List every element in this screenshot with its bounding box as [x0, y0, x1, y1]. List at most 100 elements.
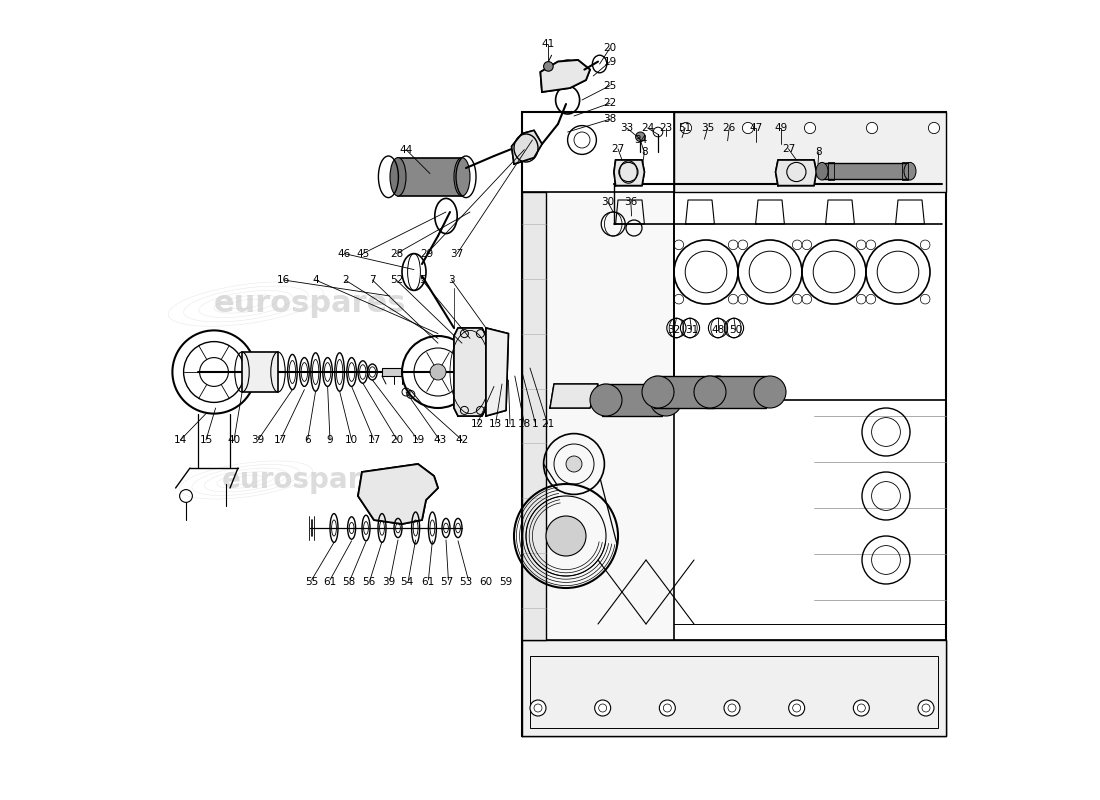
Text: 58: 58: [342, 578, 355, 587]
Bar: [674, 112, 946, 192]
Text: 55: 55: [305, 578, 318, 587]
Bar: [654, 376, 714, 408]
Text: 37: 37: [451, 249, 464, 258]
Circle shape: [694, 376, 726, 408]
Text: 17: 17: [367, 435, 381, 445]
Text: 16: 16: [277, 275, 290, 285]
Text: 10: 10: [345, 435, 359, 445]
Text: eurospares: eurospares: [222, 466, 398, 494]
Text: 49: 49: [774, 123, 788, 133]
Text: 56: 56: [362, 578, 375, 587]
Text: 3: 3: [449, 275, 455, 285]
Circle shape: [566, 456, 582, 472]
Text: 6: 6: [305, 435, 311, 445]
Circle shape: [546, 516, 586, 556]
Text: 60: 60: [480, 578, 493, 587]
Circle shape: [804, 122, 815, 134]
Text: 9: 9: [327, 435, 333, 445]
Text: 29: 29: [420, 249, 433, 258]
Circle shape: [530, 700, 546, 716]
Bar: [706, 376, 766, 408]
Circle shape: [636, 132, 646, 142]
Polygon shape: [522, 640, 946, 736]
Circle shape: [642, 376, 674, 408]
Text: 39: 39: [382, 578, 395, 587]
Text: 52: 52: [389, 275, 403, 285]
Text: 28: 28: [389, 249, 403, 258]
Polygon shape: [454, 328, 486, 416]
Circle shape: [724, 700, 740, 716]
Text: 47: 47: [749, 123, 762, 133]
Text: 4: 4: [312, 275, 319, 285]
Text: 59: 59: [499, 578, 513, 587]
Bar: [674, 112, 946, 400]
Circle shape: [598, 704, 607, 712]
Text: 40: 40: [228, 435, 241, 445]
Bar: [522, 192, 674, 640]
Text: 26: 26: [723, 123, 736, 133]
Text: 41: 41: [542, 39, 556, 49]
Bar: [522, 112, 946, 736]
Text: 19: 19: [604, 57, 617, 66]
Ellipse shape: [454, 158, 470, 196]
Text: 61: 61: [421, 578, 434, 587]
Text: 57: 57: [440, 578, 453, 587]
Text: 54: 54: [400, 578, 414, 587]
Circle shape: [793, 704, 801, 712]
Circle shape: [534, 704, 542, 712]
Circle shape: [742, 122, 754, 134]
Polygon shape: [486, 328, 508, 416]
Text: 20: 20: [390, 435, 404, 445]
Text: 30: 30: [601, 197, 614, 206]
Text: 34: 34: [634, 135, 647, 145]
Text: 51: 51: [679, 123, 692, 133]
Circle shape: [590, 384, 621, 416]
Text: eurospares: eurospares: [213, 290, 406, 318]
Text: 36: 36: [624, 197, 637, 206]
Text: 46: 46: [338, 249, 351, 258]
Circle shape: [918, 700, 934, 716]
Text: 53: 53: [460, 578, 473, 587]
Polygon shape: [776, 160, 816, 186]
Bar: [602, 384, 662, 416]
Text: 33: 33: [620, 123, 634, 133]
Text: 38: 38: [604, 114, 617, 124]
Text: 44: 44: [399, 145, 412, 154]
Text: 5: 5: [419, 275, 426, 285]
Text: 23: 23: [659, 123, 672, 133]
Circle shape: [867, 122, 878, 134]
Text: 39: 39: [252, 435, 265, 445]
Polygon shape: [550, 384, 598, 408]
Circle shape: [702, 376, 734, 408]
Text: 32: 32: [668, 325, 681, 334]
Circle shape: [728, 704, 736, 712]
Text: 50: 50: [729, 325, 743, 334]
Text: 61: 61: [323, 578, 337, 587]
Circle shape: [928, 122, 939, 134]
Bar: [242, 352, 278, 392]
Text: 1: 1: [532, 419, 539, 429]
Circle shape: [543, 62, 553, 71]
Bar: [530, 656, 938, 728]
Text: 2: 2: [342, 275, 349, 285]
Bar: [828, 162, 834, 180]
Bar: [522, 192, 546, 640]
Text: 24: 24: [641, 123, 654, 133]
Text: 8: 8: [815, 147, 822, 157]
Circle shape: [650, 384, 682, 416]
Polygon shape: [358, 464, 438, 524]
Circle shape: [922, 704, 930, 712]
Text: 43: 43: [433, 435, 447, 445]
Circle shape: [659, 700, 675, 716]
Text: 14: 14: [174, 435, 187, 445]
Circle shape: [857, 704, 866, 712]
Text: 15: 15: [199, 435, 212, 445]
Text: 22: 22: [604, 98, 617, 108]
Polygon shape: [540, 60, 590, 92]
Bar: [398, 158, 462, 196]
Text: 18: 18: [518, 419, 531, 429]
Ellipse shape: [390, 158, 406, 196]
Text: 7: 7: [370, 275, 376, 285]
Circle shape: [595, 700, 610, 716]
Text: 48: 48: [712, 325, 725, 334]
